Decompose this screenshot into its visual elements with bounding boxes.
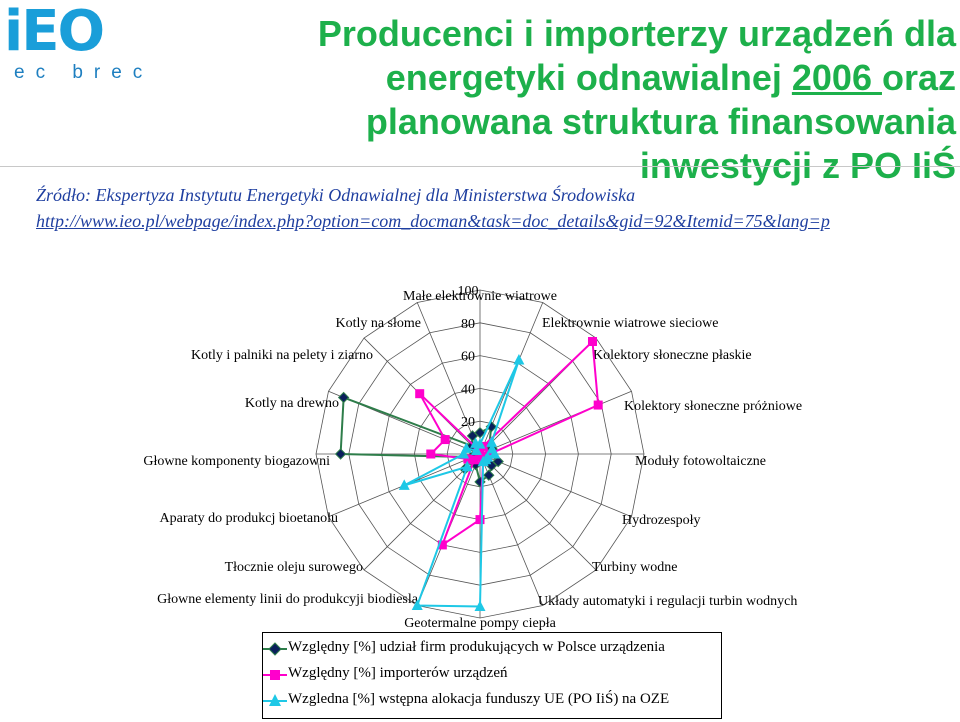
source-text: Źródło: Ekspertyza Instytutu Energetyki …: [36, 185, 636, 205]
axis-label: Aparaty do produkcj bioetanolu: [160, 511, 338, 526]
tick-label: 80: [461, 317, 475, 332]
legend-label-1: Względny [%] udział firm produkujących w…: [288, 639, 665, 655]
source-link[interactable]: http://www.ieo.pl/webpage/index.php?opti…: [36, 211, 830, 231]
data-point: [463, 454, 473, 464]
axis-label: Tłocznie oleju surowego: [225, 560, 363, 575]
source-note: Źródło: Ekspertyza Instytutu Energetyki …: [36, 182, 830, 234]
data-point: [334, 448, 347, 460]
data-point: [440, 435, 450, 445]
data-point: [426, 449, 436, 459]
data-point: [415, 389, 425, 399]
data-point: [461, 460, 473, 472]
logo-subtext: ec brec: [14, 62, 154, 83]
axis-label: Głowne elementy linii do produkcyji biod…: [157, 592, 419, 607]
data-point: [483, 469, 495, 481]
divider: [0, 166, 960, 167]
axis-spoke: [416, 302, 481, 455]
axis-spoke: [479, 390, 632, 455]
title-line-2-b: oraz: [881, 57, 956, 98]
data-point: [513, 354, 525, 365]
legend-label-3: Wzgledna [%] wstępna alokacja funduszy U…: [288, 691, 670, 707]
axis-label: Turbiny wodne: [592, 560, 677, 575]
data-point: [587, 337, 597, 347]
axis-label: Kotly na drewno: [245, 396, 339, 411]
title-line-2-a: energetyki odnawialnej: [385, 57, 792, 98]
axis-label: Geotermalne pompy ciepła: [404, 616, 556, 630]
axis-label: Hydrozespoły: [622, 513, 701, 528]
axis-spoke: [479, 453, 597, 571]
title-line-4: inwestycji z PO IiŚ: [639, 145, 956, 186]
data-point: [471, 444, 483, 456]
data-point: [489, 448, 501, 459]
title-line-1: Producenci i importerzy urządzeń dla: [317, 13, 956, 54]
data-point: [475, 515, 485, 525]
data-point: [458, 448, 470, 459]
data-point: [486, 436, 498, 447]
radar-chart: 020406080100Małe elektrownie wiatroweEle…: [143, 284, 802, 630]
axis-spoke: [479, 453, 544, 606]
chart-legend: Względny [%] udział firm produkujących w…: [262, 632, 722, 719]
data-point: [337, 391, 350, 404]
data-point: [593, 400, 603, 410]
tick-label: 60: [461, 350, 475, 365]
axis-label: Głowne komponenty biogazowni: [143, 454, 330, 469]
ieo-logo: iEO ec brec: [4, 2, 154, 86]
legend-triangle-icon: [263, 694, 287, 706]
axis-label: Kotly na słome: [335, 316, 421, 331]
data-point: [474, 600, 486, 612]
tick-label: 20: [461, 415, 475, 430]
tick-label: 100: [458, 284, 479, 299]
data-point: [398, 479, 410, 490]
axis-label: Kolektory słoneczne próżniowe: [624, 399, 802, 414]
axis-label: Małe elektrownie wiatrowe: [403, 289, 557, 304]
data-point: [477, 451, 487, 461]
axis-label: Kotly i palniki na pelety i ziarno: [191, 348, 373, 363]
data-point: [460, 442, 472, 453]
legend-label-2: Względny [%] importerów urządzeń: [288, 665, 508, 681]
legend-diamond-icon: [263, 642, 287, 656]
data-point: [470, 437, 482, 448]
tick-label: 40: [461, 382, 475, 397]
data-point: [469, 455, 479, 465]
title-year: 2006: [791, 57, 882, 98]
axis-spoke: [363, 453, 481, 571]
page-title: Producenci i importerzy urządzeń dla ene…: [190, 12, 956, 188]
logo-text: iEO: [4, 0, 105, 64]
data-point: [466, 430, 479, 442]
axis-spoke: [479, 453, 632, 518]
data-point: [437, 540, 447, 550]
title-line-2: energetyki odnawialnej 2006 oraz: [190, 56, 956, 100]
title-line-3: planowana struktura finansowania: [365, 101, 956, 142]
axis-label: Elektrownie wiatrowe sieciowe: [542, 316, 719, 331]
axis-label: Układy automatyki i regulacji turbin wod…: [538, 594, 797, 609]
axis-label: Kolektory słoneczne płaskie: [593, 348, 752, 363]
axis-label: Moduły fotowoltaiczne: [635, 454, 766, 469]
data-point: [411, 599, 423, 611]
data-point: [477, 455, 489, 467]
legend-square-icon: [263, 670, 287, 680]
